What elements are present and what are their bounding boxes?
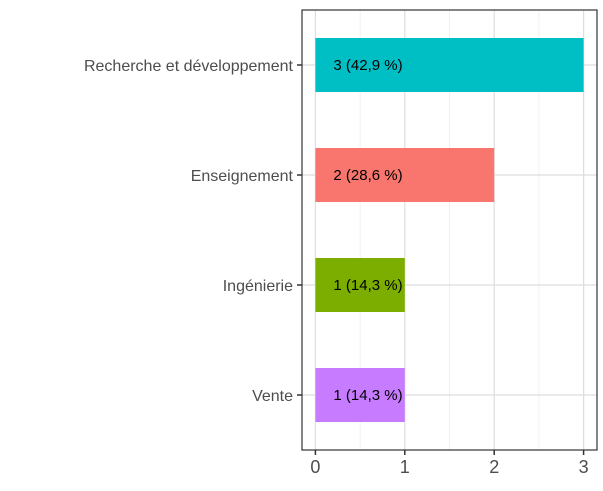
- panel-border: [301, 9, 598, 451]
- axis-layer: Recherche et développement Enseignement In…: [84, 58, 589, 477]
- category-label: Recherche et développement: [84, 58, 294, 75]
- x-tick-label: 0: [310, 457, 320, 477]
- data-label-layer: 3 (42,9 %) 2 (28,6 %) 1 (14,3 %) 1 (14,3 %): [333, 57, 402, 404]
- category-label: Ingénierie: [223, 278, 293, 295]
- data-label: 1 (14,3 %): [333, 387, 402, 404]
- data-label: 1 (14,3 %): [333, 277, 402, 294]
- category-label: Enseignement: [191, 168, 294, 185]
- x-tick-label: 1: [400, 457, 410, 477]
- data-label: 3 (42,9 %): [333, 57, 402, 74]
- category-label: Vente: [252, 388, 293, 405]
- bar-layer: [315, 38, 584, 422]
- data-label: 2 (28,6 %): [333, 167, 402, 184]
- bar: [315, 148, 495, 202]
- x-tick-label: 2: [489, 457, 499, 477]
- bar: [315, 258, 405, 312]
- bar: [315, 38, 584, 92]
- bar: [315, 368, 405, 422]
- x-tick-label: 3: [579, 457, 589, 477]
